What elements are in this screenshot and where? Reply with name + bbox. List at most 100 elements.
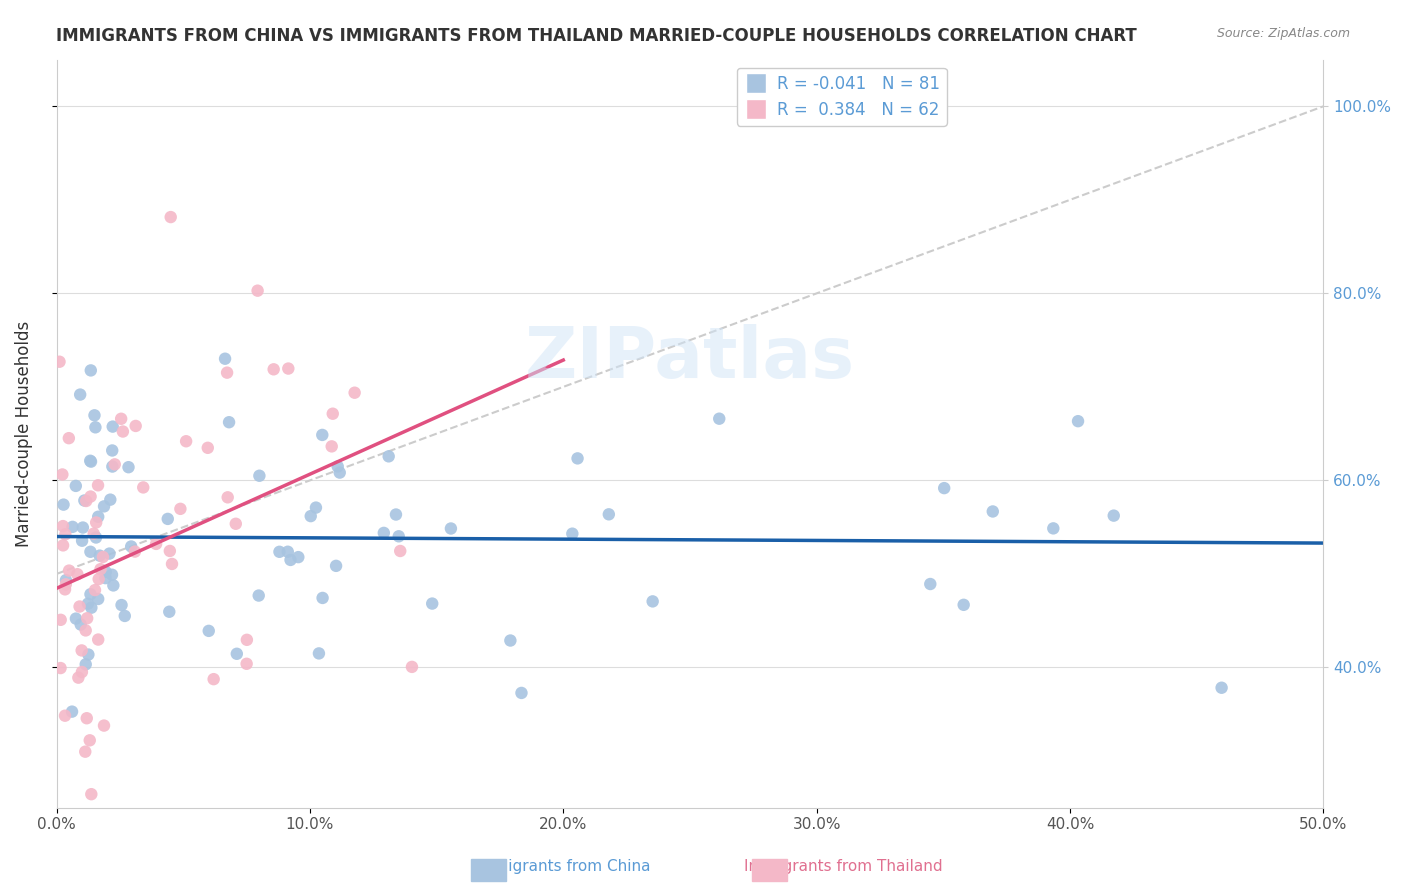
Point xyxy=(101,419,124,434)
Point xyxy=(287,550,309,565)
Legend: R = -0.041   N = 81, R =  0.384   N = 62: R = -0.041 N = 81, R = 0.384 N = 62 xyxy=(737,68,946,126)
Point xyxy=(58,564,80,578)
Point xyxy=(48,355,70,369)
Point xyxy=(247,468,270,483)
Point xyxy=(65,479,87,493)
Point xyxy=(73,493,96,508)
Point xyxy=(65,611,87,625)
Point xyxy=(1211,681,1233,695)
Point xyxy=(110,411,132,425)
Point xyxy=(305,500,328,515)
Point xyxy=(91,549,114,564)
Point xyxy=(280,553,302,567)
Text: Source: ZipAtlas.com: Source: ZipAtlas.com xyxy=(1216,27,1350,40)
Point xyxy=(377,450,399,464)
Point xyxy=(76,711,98,725)
Point xyxy=(79,733,101,747)
Point xyxy=(1067,414,1090,428)
Point xyxy=(246,284,269,298)
Point xyxy=(299,509,322,524)
Point xyxy=(236,632,259,647)
Point xyxy=(80,787,103,801)
Point xyxy=(58,431,80,445)
Point xyxy=(174,434,197,449)
Point xyxy=(420,597,443,611)
Point xyxy=(93,718,115,732)
Point xyxy=(75,494,97,508)
Point xyxy=(66,567,89,582)
Point xyxy=(325,558,347,573)
Point xyxy=(101,567,124,582)
Point xyxy=(89,549,111,563)
Point xyxy=(75,624,97,638)
Point xyxy=(263,362,285,376)
Text: ZIPatlas: ZIPatlas xyxy=(524,325,855,393)
Point xyxy=(67,671,90,685)
Point xyxy=(76,611,98,625)
Point xyxy=(440,521,463,535)
Point xyxy=(87,572,110,586)
Point xyxy=(157,605,180,619)
Point xyxy=(598,508,620,522)
Point xyxy=(111,425,134,439)
Point xyxy=(49,661,72,675)
Point xyxy=(80,600,103,615)
Point xyxy=(124,544,146,558)
Point xyxy=(156,512,179,526)
Point xyxy=(87,632,110,647)
Point xyxy=(51,467,73,482)
Point xyxy=(1042,521,1064,535)
Point xyxy=(104,458,127,472)
Point xyxy=(326,459,349,474)
Point xyxy=(197,624,219,638)
Point xyxy=(94,565,117,579)
Point xyxy=(269,545,291,559)
Point xyxy=(401,660,423,674)
Point xyxy=(920,577,942,591)
Point xyxy=(52,519,75,533)
Point xyxy=(160,557,183,571)
Point xyxy=(499,633,522,648)
Point xyxy=(84,516,107,530)
Point xyxy=(49,613,72,627)
Point xyxy=(225,516,247,531)
Point xyxy=(1102,508,1125,523)
Point xyxy=(277,545,299,559)
Point xyxy=(84,583,107,598)
Point xyxy=(52,498,75,512)
Point xyxy=(385,508,408,522)
Point xyxy=(93,500,115,514)
Point xyxy=(709,411,731,425)
Point xyxy=(159,210,181,224)
Point xyxy=(145,537,167,551)
Point xyxy=(510,686,533,700)
Point xyxy=(214,351,236,366)
Point xyxy=(75,657,97,672)
Point xyxy=(72,520,94,534)
Text: Immigrants from China: Immigrants from China xyxy=(474,859,651,874)
Point xyxy=(388,529,411,543)
Point xyxy=(952,598,974,612)
Point xyxy=(389,544,412,558)
Point xyxy=(83,526,105,541)
Point xyxy=(98,547,121,561)
Point xyxy=(70,643,93,657)
Point xyxy=(79,587,101,601)
Point xyxy=(79,454,101,468)
Point xyxy=(52,538,75,552)
Point xyxy=(329,466,352,480)
Point xyxy=(311,428,333,442)
Point xyxy=(69,599,91,614)
Point xyxy=(322,407,344,421)
Point xyxy=(94,571,117,585)
Point xyxy=(277,361,299,376)
Point xyxy=(87,478,110,492)
Point xyxy=(567,451,589,466)
Point xyxy=(53,708,76,723)
Point xyxy=(53,527,76,541)
Point xyxy=(87,591,110,606)
Point xyxy=(225,647,247,661)
Point xyxy=(169,501,191,516)
Point xyxy=(120,540,142,554)
Point xyxy=(561,526,583,541)
